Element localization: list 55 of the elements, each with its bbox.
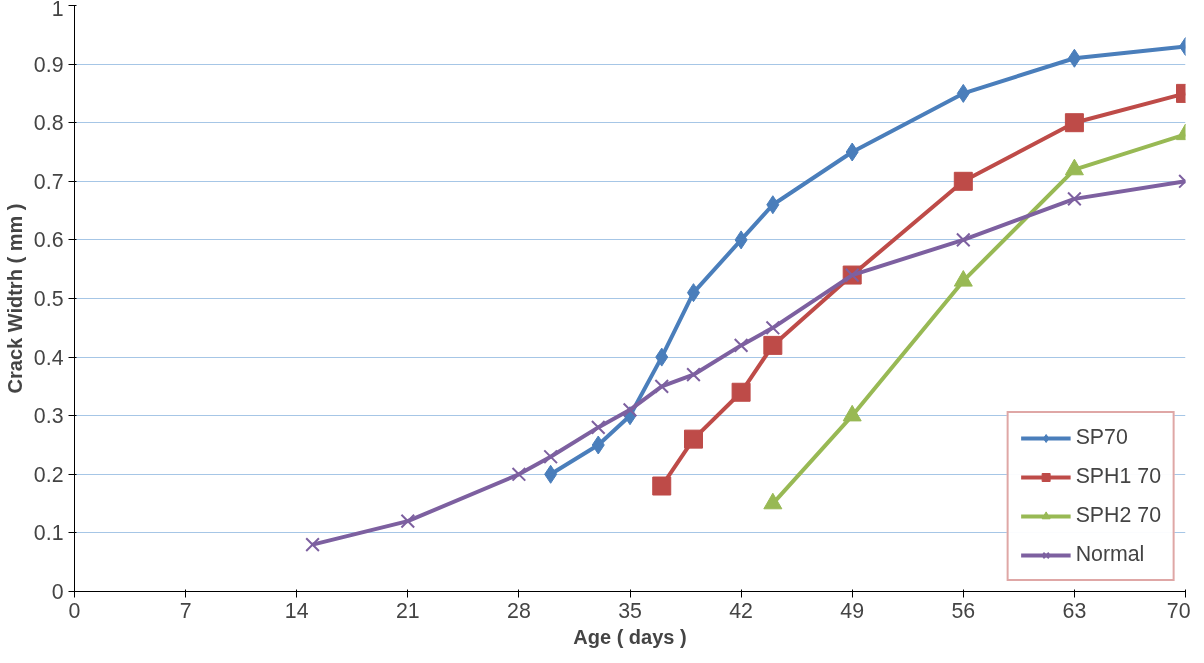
- point: [845, 142, 859, 162]
- x-tick-label: 28: [507, 598, 531, 623]
- point: [590, 420, 606, 435]
- y-tick-label: 0.6: [33, 228, 64, 253]
- x-tick-label: 63: [1062, 598, 1087, 623]
- point: [766, 195, 780, 215]
- point: [655, 347, 669, 367]
- x-tick-label: 56: [951, 598, 976, 623]
- point: [763, 335, 783, 355]
- x-tick-label: 14: [284, 598, 309, 623]
- point: [765, 320, 781, 336]
- point: [622, 402, 638, 418]
- point: [543, 449, 559, 465]
- y-tick-label: 0.4: [33, 345, 64, 370]
- legend-label: SPH1 70: [1075, 464, 1161, 489]
- x-tick-label: 35: [618, 598, 642, 623]
- y-tick-label: 0.9: [33, 52, 64, 77]
- legend-label: SPH2 70: [1075, 503, 1161, 528]
- x-tick-label: 21: [395, 598, 420, 623]
- legend-label: SP70: [1075, 425, 1128, 450]
- point: [731, 382, 751, 402]
- point: [305, 537, 320, 552]
- point: [683, 429, 703, 449]
- y-tick-label: 1: [51, 0, 64, 21]
- point: [686, 367, 701, 383]
- point: [591, 435, 605, 455]
- x-axis-title: Age ( days ): [573, 625, 687, 648]
- x-tick-label: 7: [179, 598, 192, 623]
- y-tick-label: 0.1: [33, 521, 64, 546]
- point: [654, 379, 670, 394]
- x-tick-label: 42: [729, 598, 753, 623]
- y-tick-label: 0.3: [33, 404, 64, 429]
- y-tick-label: 0.8: [33, 111, 64, 136]
- y-tick-label: 0.7: [33, 169, 64, 194]
- point: [686, 283, 700, 303]
- point: [1067, 48, 1081, 68]
- y-axis-title: Crack Widtrh ( mm ): [3, 203, 26, 394]
- point: [544, 464, 558, 484]
- x-tick-label: 49: [840, 598, 865, 623]
- point: [733, 338, 749, 353]
- point: [652, 476, 672, 496]
- point: [956, 83, 970, 103]
- point: [1064, 113, 1084, 133]
- point: [955, 232, 971, 248]
- y-tick-label: 0.2: [33, 462, 64, 487]
- y-tick-label: 0: [51, 580, 64, 604]
- legend-label: Normal: [1075, 542, 1145, 567]
- x-tick-label: 0: [68, 598, 81, 623]
- point: [1067, 191, 1082, 207]
- point: [734, 230, 748, 250]
- y-tick-label: 0.5: [33, 287, 64, 311]
- point: [953, 171, 973, 191]
- x-tick-label: 70: [1166, 598, 1191, 623]
- point: [400, 513, 416, 529]
- point: [511, 466, 527, 482]
